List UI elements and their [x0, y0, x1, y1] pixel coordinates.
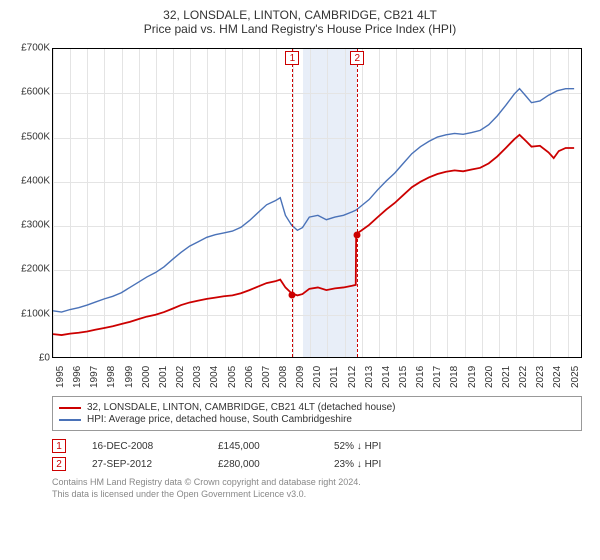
y-tick-label: £300K	[21, 220, 50, 231]
series-line	[53, 135, 574, 335]
y-tick-label: £400K	[21, 175, 50, 186]
legend-swatch	[59, 407, 81, 409]
x-tick-label: 2000	[141, 366, 152, 388]
x-tick-label: 2009	[295, 366, 306, 388]
x-tick-label: 2006	[244, 366, 255, 388]
x-tick-label: 2017	[432, 366, 443, 388]
event-badge: 1	[52, 439, 66, 453]
x-tick-label: 2014	[381, 366, 392, 388]
legend: 32, LONSDALE, LINTON, CAMBRIDGE, CB21 4L…	[52, 396, 582, 431]
y-tick-label: £600K	[21, 87, 50, 98]
event-date: 16-DEC-2008	[92, 441, 192, 452]
event-badge: 2	[52, 457, 66, 471]
x-tick-label: 2021	[501, 366, 512, 388]
x-tick-label: 2025	[570, 366, 581, 388]
event-price: £280,000	[218, 459, 308, 470]
sale-marker	[354, 232, 361, 239]
legend-row: HPI: Average price, detached house, Sout…	[59, 414, 575, 425]
sale-marker	[289, 291, 296, 298]
x-tick-label: 2020	[484, 366, 495, 388]
x-tick-label: 2011	[329, 366, 340, 388]
y-tick-label: £500K	[21, 131, 50, 142]
footer: Contains HM Land Registry data © Crown c…	[52, 477, 582, 500]
x-tick-label: 2018	[449, 366, 460, 388]
x-axis: 1995 1996 1997 1998 1999 2000 2001 2002 2003 2004…	[52, 358, 582, 394]
x-tick-label: 1998	[106, 366, 117, 388]
x-tick-label: 2016	[415, 366, 426, 388]
x-tick-label: 2024	[552, 366, 563, 388]
x-tick-label: 2005	[227, 366, 238, 388]
footer-line-2: This data is licensed under the Open Gov…	[52, 489, 582, 501]
y-tick-label: £0	[39, 353, 50, 364]
x-tick-label: 2003	[192, 366, 203, 388]
footer-line-1: Contains HM Land Registry data © Crown c…	[52, 477, 582, 489]
event-row: 1 16-DEC-2008 £145,000 52% ↓ HPI	[52, 439, 582, 453]
y-tick-label: £100K	[21, 308, 50, 319]
event-delta: 52% ↓ HPI	[334, 441, 381, 452]
x-tick-label: 2022	[518, 366, 529, 388]
x-tick-label: 1999	[124, 366, 135, 388]
x-tick-label: 1996	[72, 366, 83, 388]
plot-area: 12	[52, 48, 582, 358]
x-tick-label: 2013	[364, 366, 375, 388]
series-svg	[53, 49, 581, 357]
legend-label: HPI: Average price, detached house, Sout…	[87, 414, 352, 425]
event-row: 2 27-SEP-2012 £280,000 23% ↓ HPI	[52, 457, 582, 471]
x-tick-label: 2001	[158, 366, 169, 388]
event-delta: 23% ↓ HPI	[334, 459, 381, 470]
x-tick-label: 1997	[89, 366, 100, 388]
legend-label: 32, LONSDALE, LINTON, CAMBRIDGE, CB21 4L…	[87, 402, 395, 413]
x-tick-label: 2012	[347, 366, 358, 388]
event-marker-2: 2	[350, 51, 364, 65]
event-price: £145,000	[218, 441, 308, 452]
event-table: 1 16-DEC-2008 £145,000 52% ↓ HPI 2 27-SEP-201…	[52, 439, 582, 471]
y-tick-label: £200K	[21, 264, 50, 275]
chart-region: £0£100K£200K£300K£400K£500K£600K£700K 12	[10, 40, 590, 358]
x-tick-label: 2023	[535, 366, 546, 388]
x-tick-label: 2015	[398, 366, 409, 388]
x-tick-label: 2004	[209, 366, 220, 388]
y-axis: £0£100K£200K£300K£400K£500K£600K£700K	[10, 40, 52, 350]
legend-row: 32, LONSDALE, LINTON, CAMBRIDGE, CB21 4L…	[59, 402, 575, 413]
x-tick-label: 2007	[261, 366, 272, 388]
event-marker-1: 1	[285, 51, 299, 65]
x-tick-label: 2008	[278, 366, 289, 388]
legend-swatch	[59, 419, 81, 421]
chart-subtitle: Price paid vs. HM Land Registry's House …	[10, 22, 590, 36]
y-tick-label: £700K	[21, 43, 50, 54]
event-date: 27-SEP-2012	[92, 459, 192, 470]
x-tick-label: 2002	[175, 366, 186, 388]
x-tick-label: 2019	[467, 366, 478, 388]
series-line	[53, 89, 574, 312]
chart-title: 32, LONSDALE, LINTON, CAMBRIDGE, CB21 4L…	[10, 8, 590, 22]
x-tick-label: 1995	[55, 366, 66, 388]
x-tick-label: 2010	[312, 366, 323, 388]
